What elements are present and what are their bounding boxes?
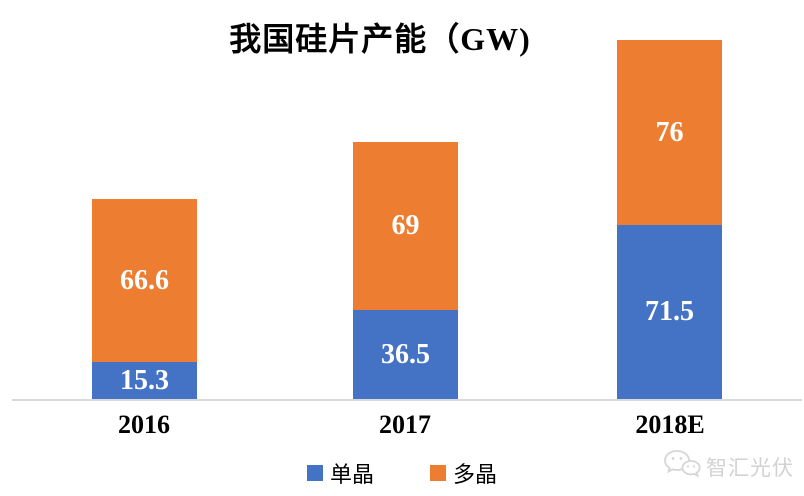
segment-单晶-2018E: 71.5 xyxy=(617,225,722,399)
segment-多晶-2016: 66.6 xyxy=(92,199,197,362)
x-axis-line xyxy=(12,399,802,401)
data-label: 66.6 xyxy=(120,264,169,296)
x-axis-labels: 2016 2017 2018E xyxy=(0,410,804,442)
data-label: 15.3 xyxy=(120,364,169,396)
watermark-text: 智汇光伏 xyxy=(706,457,794,480)
segment-多晶-2017: 69 xyxy=(353,142,458,310)
legend-label-poly: 多晶 xyxy=(453,462,498,487)
watermark: 智汇光伏 xyxy=(663,447,794,487)
legend-swatch-poly-icon xyxy=(430,465,446,481)
stacked-bar-2016: 66.6 15.3 xyxy=(92,199,197,399)
chart-title: 我国硅片产能（GW) xyxy=(229,21,531,57)
stacked-bar-2017: 69 36.5 xyxy=(353,142,458,399)
legend-item-mono: 单晶 xyxy=(306,457,374,489)
stacked-bar-2018E: 76 71.5 xyxy=(617,40,722,399)
segment-单晶-2016: 15.3 xyxy=(92,362,197,399)
segment-单晶-2017: 36.5 xyxy=(353,310,458,399)
data-label: 36.5 xyxy=(381,338,430,370)
plot-area: 76 71.5 69 36.5 66.6 15.3 xyxy=(12,40,802,401)
legend-item-poly: 多晶 xyxy=(430,457,497,489)
legend: 单晶 多晶 xyxy=(0,457,804,489)
x-axis-label-2016: 2016 xyxy=(118,410,170,439)
data-label: 69 xyxy=(391,210,420,241)
x-axis-label-2018E: 2018E xyxy=(635,410,705,439)
legend-swatch-mono-icon xyxy=(306,465,323,481)
chat-bubbles-icon xyxy=(663,449,701,485)
data-label: 71.5 xyxy=(645,296,694,327)
data-label: 76 xyxy=(655,116,684,148)
x-axis-label-2017: 2017 xyxy=(379,410,431,439)
segment-多晶-2018E: 76 xyxy=(617,40,722,225)
legend-label-mono: 单晶 xyxy=(329,462,374,487)
